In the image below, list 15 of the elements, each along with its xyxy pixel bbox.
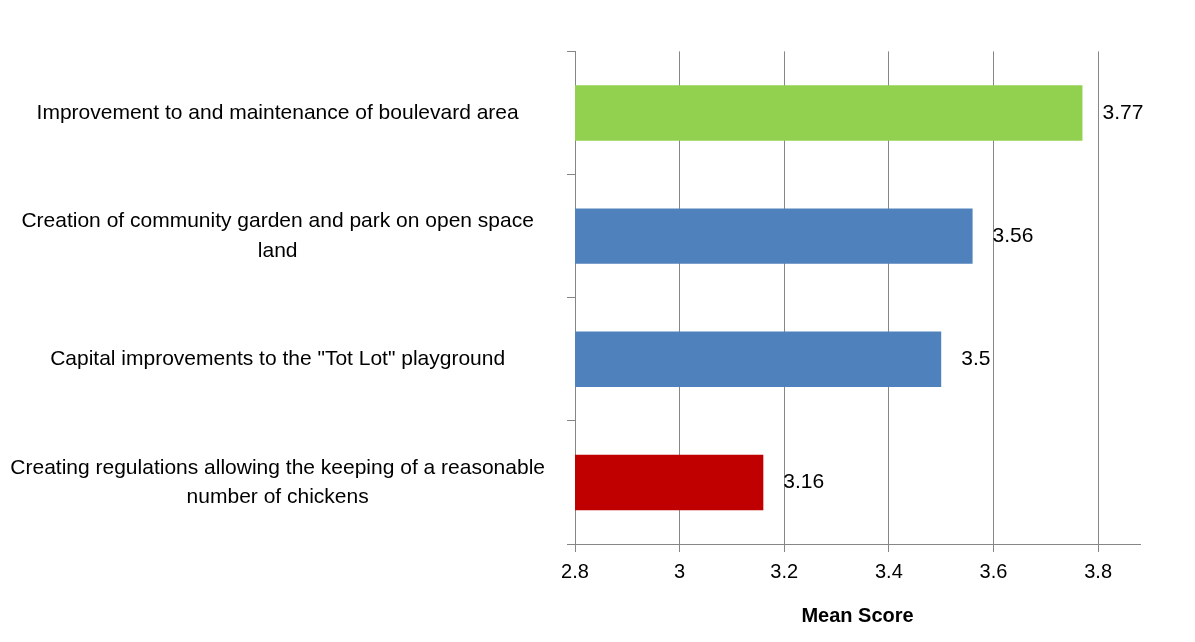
x-tick-label: 3.6	[979, 559, 1008, 582]
x-tick-label: 3.4	[874, 559, 903, 582]
data-label: 3.5	[961, 346, 991, 370]
data-label: 3.16	[783, 469, 825, 493]
x-axis-title: Mean Score	[801, 603, 914, 626]
y-tick-label: Capital improvements to the "Tot Lot" playground	[50, 346, 506, 370]
x-tick-label: 3.2	[770, 559, 799, 582]
data-label: 3.56	[992, 222, 1034, 246]
x-tick-label: 3.8	[1084, 559, 1113, 582]
data-label: 3.77	[1102, 99, 1144, 123]
y-tick-label: Creating regulations allowing the keeping of a reasonable number of chickens	[10, 454, 546, 507]
y-tick-label: Creation of community garden and park on open space land	[21, 208, 534, 261]
y-tick-label: Improvement to and maintenance of boulevard area	[36, 99, 520, 123]
x-tick-label: 3	[674, 559, 686, 582]
x-tick-label: 2.8	[561, 559, 589, 582]
